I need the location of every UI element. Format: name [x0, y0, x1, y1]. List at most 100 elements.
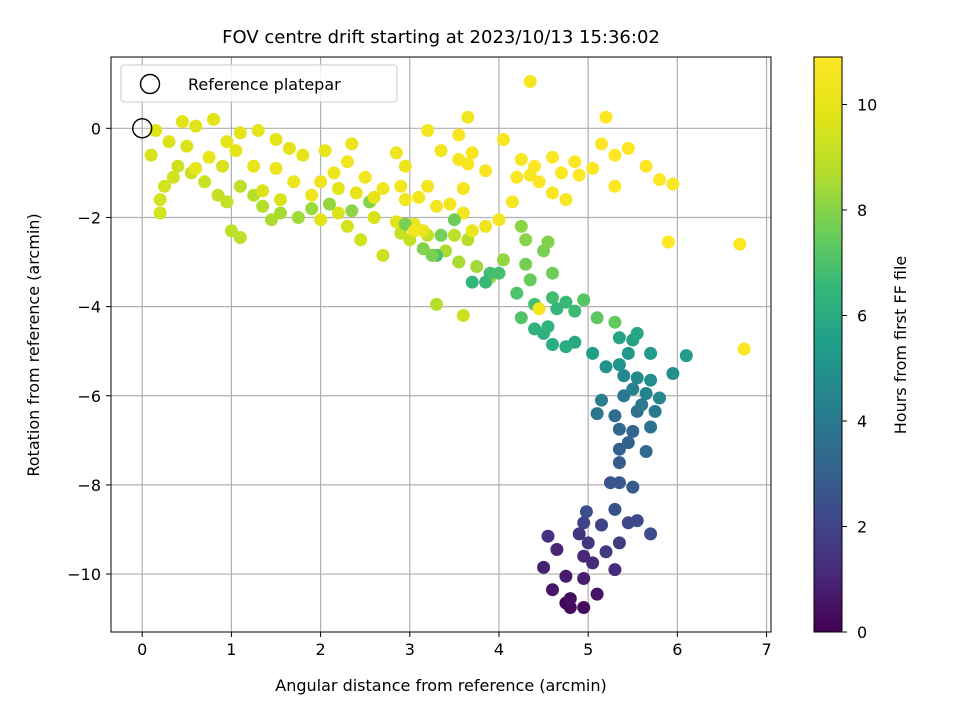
data-point — [144, 148, 158, 162]
data-point — [523, 273, 537, 287]
data-point — [492, 213, 506, 227]
legend-label: Reference platepar — [188, 75, 341, 94]
data-point — [626, 480, 640, 494]
data-point — [198, 175, 212, 189]
data-point — [305, 202, 319, 216]
data-point — [644, 527, 658, 541]
data-point — [189, 119, 203, 133]
data-point — [737, 342, 751, 356]
colorbar: 0 2 4 6 8 10 Hours from first FF file — [813, 56, 910, 642]
data-point — [256, 184, 270, 198]
colorbar-tick-label: 0 — [857, 623, 867, 642]
data-point — [162, 135, 176, 149]
data-point — [340, 219, 354, 233]
data-point — [416, 224, 430, 238]
data-point — [224, 224, 238, 238]
data-point — [269, 161, 283, 175]
data-point — [421, 179, 435, 193]
data-point — [291, 211, 305, 224]
data-point — [630, 514, 644, 528]
data-point — [546, 266, 559, 280]
x-tick-label: 7 — [761, 640, 771, 659]
x-axis-ticks: 0 1 2 3 4 5 6 7 — [137, 632, 772, 659]
data-point — [577, 549, 591, 563]
data-point — [514, 153, 528, 166]
data-point — [653, 173, 666, 187]
data-point — [604, 476, 617, 490]
data-point — [153, 206, 167, 220]
data-point — [251, 124, 265, 137]
data-point — [559, 340, 573, 354]
data-point — [171, 159, 185, 173]
colorbar-tick-label: 4 — [857, 412, 867, 431]
data-point — [452, 128, 466, 142]
data-point — [510, 286, 524, 300]
data-point — [398, 193, 412, 207]
y-tick-label: 0 — [91, 119, 101, 138]
data-point — [505, 195, 519, 209]
data-point — [153, 193, 167, 207]
data-point — [644, 420, 658, 434]
data-point — [233, 126, 247, 140]
data-point — [568, 304, 582, 318]
data-point — [590, 587, 604, 601]
data-point — [483, 266, 497, 280]
data-point — [572, 168, 586, 182]
data-point — [541, 320, 555, 334]
data-point — [389, 146, 403, 160]
data-point — [211, 188, 225, 202]
data-point — [608, 502, 622, 516]
data-point — [158, 179, 171, 193]
data-point — [425, 248, 439, 262]
data-point — [180, 139, 194, 153]
y-axis-label: Rotation from reference (arcmin) — [24, 213, 43, 476]
data-point — [274, 193, 287, 207]
data-point — [407, 224, 421, 238]
data-point — [550, 302, 564, 316]
data-point — [456, 206, 470, 220]
data-point — [595, 393, 608, 407]
data-point — [398, 159, 412, 173]
colorbar-tick-label: 6 — [857, 306, 867, 325]
data-point — [175, 115, 189, 129]
data-point — [496, 253, 510, 267]
data-point — [550, 543, 564, 556]
data-point — [314, 175, 328, 189]
data-point — [233, 231, 247, 244]
data-point — [608, 179, 622, 193]
legend-box — [120, 64, 398, 103]
data-point — [733, 237, 747, 251]
y-tick-label: −4 — [77, 298, 101, 317]
data-point — [679, 349, 693, 363]
data-point — [331, 182, 345, 195]
data-point — [514, 219, 528, 233]
legend-marker — [139, 73, 161, 95]
reference-platepar-point — [132, 118, 153, 139]
data-point — [577, 293, 591, 307]
data-point — [666, 367, 680, 380]
y-tick-label: −8 — [77, 476, 101, 495]
data-point — [590, 311, 604, 325]
data-point — [452, 255, 466, 269]
data-point — [599, 110, 613, 124]
x-tick-label: 0 — [137, 640, 147, 659]
data-point — [461, 110, 475, 124]
data-point — [274, 206, 287, 220]
data-point — [282, 141, 296, 155]
data-point — [590, 407, 604, 421]
data-point — [465, 146, 479, 160]
data-point — [546, 583, 559, 597]
data-point — [256, 199, 270, 213]
data-point — [465, 224, 479, 238]
colorbar-tick-label: 8 — [857, 201, 867, 220]
data-point — [546, 338, 559, 351]
data-point — [537, 560, 551, 574]
data-point — [563, 601, 577, 614]
data-point — [577, 516, 591, 530]
data-point — [296, 148, 310, 162]
data-point — [430, 199, 443, 213]
data-point — [595, 518, 608, 532]
data-point — [579, 505, 593, 519]
data-point — [461, 157, 475, 171]
